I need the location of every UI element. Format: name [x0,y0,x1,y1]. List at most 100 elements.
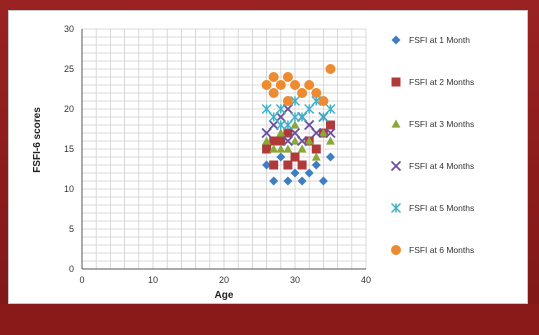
data-point [290,120,300,129]
legend-item-1: FSFI at 1 Month [391,35,470,45]
data-point [297,88,308,98]
data-point [269,136,279,146]
data-point [283,128,293,138]
data-point [311,88,322,98]
data-point [283,160,293,170]
data-point [276,128,286,137]
data-point [325,103,336,115]
data-point [269,176,279,186]
data-point [304,168,314,178]
legend-marker [391,119,401,128]
data-point [296,135,308,147]
legend: FSFI at 1 Month FSFI at 2 Months FSFI at 3… [390,35,474,255]
x-tick-label: 40 [361,275,371,285]
legend-label: FSFI at 1 Month [409,35,470,45]
data-point [268,72,279,82]
data-point [297,144,307,153]
legend-label: FSFI at 2 Months [409,77,474,87]
legend-item-4: FSFI at 4 Months [390,160,474,172]
legend-label: FSFI at 4 Months [409,161,474,171]
data-point [269,160,279,170]
data-point [289,111,301,123]
data-point [326,152,335,162]
data-point [269,144,279,153]
data-point [290,168,300,178]
data-point [282,96,293,106]
data-point [276,144,286,153]
data-point [275,103,286,115]
data-point [275,80,286,90]
grid-layer [81,28,367,270]
data-point [276,152,286,162]
legend-item-2: FSFI at 2 Months [391,77,474,87]
series-3 [262,120,335,161]
data-point [282,72,293,82]
points-layer [261,64,336,186]
data-point [261,103,272,115]
data-point [304,119,315,131]
data-point [268,111,279,123]
data-point [262,144,272,154]
data-point [311,152,321,161]
data-point [318,176,328,186]
legend-label: FSFI at 3 Months [409,119,474,129]
data-point [289,95,301,107]
data-point [311,144,321,154]
legend-label: FSFI at 6 Months [409,245,474,255]
data-point [282,119,293,131]
data-point [290,80,300,90]
y-tick-label: 15 [64,144,74,154]
y-tick-label: 30 [64,24,74,34]
legend-marker [391,77,401,87]
data-point [297,160,307,170]
y-tick-label: 20 [64,104,74,114]
legend-item-5: FSFI at 5 Months [390,202,474,214]
x-axis-label: Age [215,290,234,301]
y-tick-label: 10 [64,184,74,194]
axis-layer: 0 10 20 30 40 0 5 10 15 20 25 30 [64,24,371,285]
legend-item-3: FSFI at 3 Months [391,119,474,129]
series-4 [261,103,336,147]
data-point [283,176,293,186]
x-tick-label: 0 [79,275,84,285]
data-point [276,136,286,146]
data-point [283,144,293,153]
data-point [297,111,308,123]
data-point [326,136,335,145]
data-point [325,127,336,139]
legend-item-6: FSFI at 6 Months [391,245,474,255]
legend-marker [390,160,402,172]
y-tick-label: 5 [69,224,74,234]
series-6 [261,64,336,106]
y-tick-label: 25 [64,64,74,74]
data-point [261,80,272,90]
data-point [304,136,314,145]
y-axis-label: FSFI-6 scores [32,107,43,173]
data-point [290,136,300,145]
data-point [262,160,272,170]
data-point [282,135,294,147]
x-tick-label: 30 [290,275,300,285]
data-point [311,160,321,170]
data-point [311,127,322,139]
data-point [268,119,279,131]
data-point [290,152,300,162]
y-tick-label: 0 [69,264,74,274]
series-5 [261,95,336,131]
data-point [304,103,315,115]
data-point [318,96,329,106]
data-point [261,127,272,139]
data-point [326,120,335,130]
data-point [268,88,279,98]
chart-panel: 0 10 20 30 40 0 5 10 15 20 25 30 FSFI at 1 Month FSF… [8,10,528,304]
legend-marker [391,35,401,45]
bottom-strip [0,304,539,335]
data-point [318,111,329,123]
data-point [304,80,315,90]
data-point [275,119,286,131]
x-tick-label: 20 [219,275,229,285]
legend-label: FSFI at 5 Months [409,203,474,213]
data-point [318,128,328,137]
data-point [297,176,307,186]
